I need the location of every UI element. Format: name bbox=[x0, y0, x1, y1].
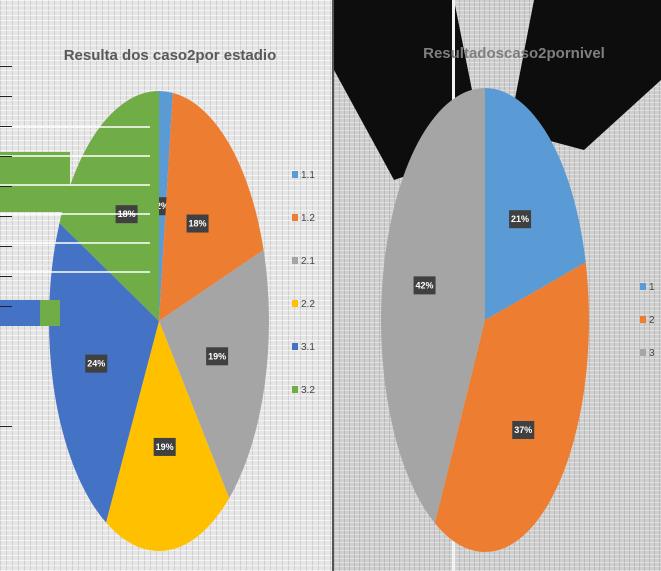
data-label-box bbox=[413, 276, 436, 295]
data-label: 37% bbox=[514, 425, 532, 435]
pie-slice-3 bbox=[380, 88, 485, 524]
legend-swatch-1 bbox=[640, 283, 646, 290]
legend-swatch-3 bbox=[640, 349, 646, 356]
pie-slice-2.2 bbox=[106, 321, 230, 551]
data-label: 21% bbox=[511, 214, 529, 224]
pie-slice-1.2 bbox=[159, 92, 264, 321]
chart-title: Resulta dos caso2por estadio bbox=[64, 47, 277, 64]
chart-panel-estadio: 2% 18% 19% 19% 24% 18% 1.1 1.2 2.1 2.2 3.1 3.2 Resul… bbox=[0, 0, 332, 571]
data-label-box bbox=[512, 420, 535, 439]
legend-swatch-1.2 bbox=[292, 214, 298, 221]
pie-slice-3.2 bbox=[59, 91, 159, 321]
legend-label-2: 2 bbox=[649, 315, 655, 326]
pie-chart-nivel: 21% 37% 42% 1 2 3 Resultadoscaso2pornivel bbox=[334, 0, 661, 571]
data-label-box bbox=[85, 354, 108, 373]
legend-label-3: 3 bbox=[649, 348, 655, 359]
data-label: 19% bbox=[208, 351, 226, 361]
data-label: 42% bbox=[416, 280, 434, 290]
legend-swatch-3.2 bbox=[292, 386, 298, 393]
legend-swatch-1.1 bbox=[292, 171, 298, 178]
legend-swatch-2 bbox=[640, 316, 646, 323]
pie-slice-3.1 bbox=[48, 223, 160, 523]
legend-label-3.2: 3.2 bbox=[301, 385, 315, 396]
chart-panel-nivel: 21% 37% 42% 1 2 3 Resultadoscaso2pornivel bbox=[334, 0, 661, 571]
pie-slice-1 bbox=[485, 88, 586, 320]
legend-label-2.2: 2.2 bbox=[301, 299, 315, 310]
data-label-box bbox=[206, 347, 229, 366]
panel-divider bbox=[332, 0, 334, 571]
data-label-box bbox=[153, 437, 176, 456]
pie-slice-2 bbox=[434, 262, 589, 552]
legend-label-1.1: 1.1 bbox=[301, 170, 315, 181]
chart-title: Resultadoscaso2pornivel bbox=[423, 45, 605, 62]
pie-chart-estadio: 2%18%19%19%24%18%1.11.22.12.23.13.2Resul… bbox=[0, 47, 315, 551]
legend-swatch-3.1 bbox=[292, 343, 298, 350]
legend-label-3.1: 3.1 bbox=[301, 342, 315, 353]
left-edge-ticks bbox=[0, 60, 14, 480]
green-overlay-bar bbox=[0, 152, 70, 212]
legend-label-1: 1 bbox=[649, 282, 655, 293]
legend-label-1.2: 1.2 bbox=[301, 213, 315, 224]
data-label: 2% bbox=[156, 201, 169, 211]
data-label: 19% bbox=[156, 442, 174, 452]
legend-swatch-2.2 bbox=[292, 300, 298, 307]
data-label-box bbox=[186, 214, 209, 233]
background-shadow-right bbox=[509, 0, 661, 150]
blue-overlay-bar bbox=[0, 300, 40, 326]
data-label: 24% bbox=[87, 359, 105, 369]
legend-swatch-2.1 bbox=[292, 257, 298, 264]
legend-label-2.1: 2.1 bbox=[301, 256, 315, 267]
pie-slice-2.1 bbox=[159, 249, 269, 499]
data-label-box bbox=[509, 210, 532, 229]
data-label: 18% bbox=[189, 219, 207, 229]
